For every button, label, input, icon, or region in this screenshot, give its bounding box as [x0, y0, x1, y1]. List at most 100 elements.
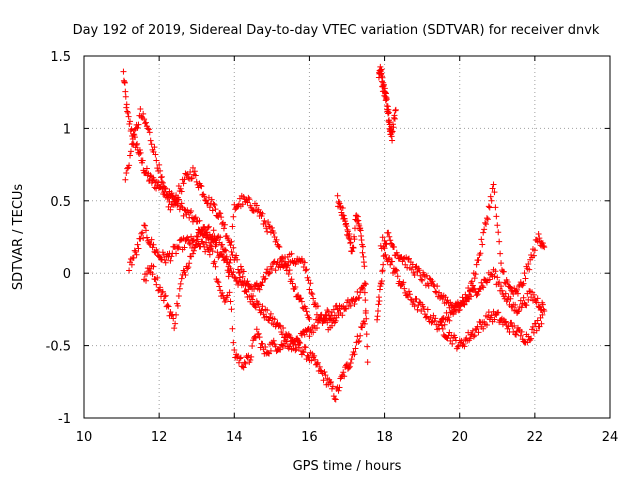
data-point-B: [347, 302, 354, 309]
data-point-F: [392, 106, 399, 113]
data-point-A: [192, 214, 199, 221]
data-point-G: [528, 335, 535, 342]
data-point-B: [157, 167, 164, 174]
data-point-G: [454, 343, 461, 350]
data-point-D: [292, 347, 299, 354]
data-point-H: [492, 204, 499, 211]
data-point-D: [252, 334, 259, 341]
data-point-C: [259, 210, 266, 217]
data-point-C: [264, 228, 271, 235]
data-point-I: [539, 301, 546, 308]
data-point-B: [156, 161, 163, 168]
data-point-D: [198, 227, 205, 234]
data-point-H: [434, 283, 441, 290]
data-point-E: [357, 227, 364, 234]
data-point-A: [128, 126, 135, 133]
data-point-A: [320, 377, 327, 384]
data-point-D: [205, 223, 212, 230]
data-point-C: [282, 258, 289, 265]
data-point-G: [480, 325, 487, 332]
data-point-F: [379, 74, 386, 81]
data-point-H: [483, 221, 490, 228]
data-point-G: [389, 258, 396, 265]
data-point-D: [304, 326, 311, 333]
data-point-H: [409, 261, 416, 268]
data-point-G: [393, 267, 400, 274]
data-point-B: [140, 110, 147, 117]
data-point-H: [380, 243, 387, 250]
data-point-I: [441, 321, 448, 328]
data-point-G: [392, 266, 399, 273]
data-point-C: [268, 224, 275, 231]
data-point-D: [334, 306, 341, 313]
data-point-H: [521, 270, 528, 277]
data-point-D: [259, 340, 266, 347]
data-point-D: [306, 333, 313, 340]
data-point-I: [533, 299, 540, 306]
data-point-H: [382, 240, 389, 247]
data-point-D: [262, 343, 269, 350]
data-point-D: [330, 306, 337, 313]
data-point-D: [253, 326, 260, 333]
data-point-C: [187, 241, 194, 248]
data-point-A: [180, 212, 187, 219]
data-point-H: [528, 252, 535, 259]
data-point-C: [284, 262, 291, 269]
data-point-D: [191, 244, 198, 251]
data-point-A: [327, 379, 334, 386]
data-point-B: [261, 276, 268, 283]
data-point-C: [128, 261, 135, 268]
data-point-D: [336, 302, 343, 309]
data-point-D: [182, 271, 189, 278]
data-point-I: [478, 279, 485, 286]
data-point-H: [416, 267, 423, 274]
data-point-C: [302, 305, 309, 312]
data-point-E: [359, 243, 366, 250]
y-tick-label: 0: [63, 267, 71, 282]
data-point-D: [188, 253, 195, 260]
data-point-D: [231, 346, 238, 353]
data-point-B: [135, 121, 142, 128]
data-point-B: [134, 124, 141, 131]
data-point-H: [531, 247, 538, 254]
data-point-H: [522, 275, 529, 282]
data-point-C: [224, 292, 231, 299]
data-point-C: [133, 251, 140, 258]
y-axis-label: SDTVAR / TECUs: [11, 184, 26, 291]
data-point-H: [526, 266, 533, 273]
data-point-B: [301, 259, 308, 266]
data-point-E: [334, 192, 341, 199]
data-point-C: [275, 243, 282, 250]
data-point-B: [158, 173, 165, 180]
data-point-B: [240, 268, 247, 275]
data-point-I: [496, 279, 503, 286]
data-point-I: [492, 268, 499, 275]
data-point-G: [494, 309, 501, 316]
data-point-C: [253, 202, 260, 209]
data-point-A: [308, 357, 315, 364]
data-point-A: [346, 363, 353, 370]
data-point-G: [413, 296, 420, 303]
data-point-D: [245, 352, 252, 359]
data-point-E: [362, 297, 369, 304]
data-point-H: [408, 266, 415, 273]
data-point-E: [339, 204, 346, 211]
data-point-E: [363, 315, 370, 322]
data-point-E: [343, 223, 350, 230]
data-point-H: [379, 234, 386, 241]
data-point-C: [230, 213, 237, 220]
data-point-H: [480, 229, 487, 236]
data-point-C: [161, 256, 168, 263]
data-point-C: [134, 241, 141, 248]
data-point-D: [227, 298, 234, 305]
data-point-B: [324, 319, 331, 326]
data-point-H: [481, 226, 488, 233]
data-point-D: [228, 306, 235, 313]
data-point-B: [177, 185, 184, 192]
data-point-C: [228, 238, 235, 245]
data-point-F: [390, 124, 397, 131]
data-point-B: [234, 256, 241, 263]
data-point-G: [488, 312, 495, 319]
data-point-A: [232, 275, 239, 282]
data-point-A: [258, 307, 265, 314]
